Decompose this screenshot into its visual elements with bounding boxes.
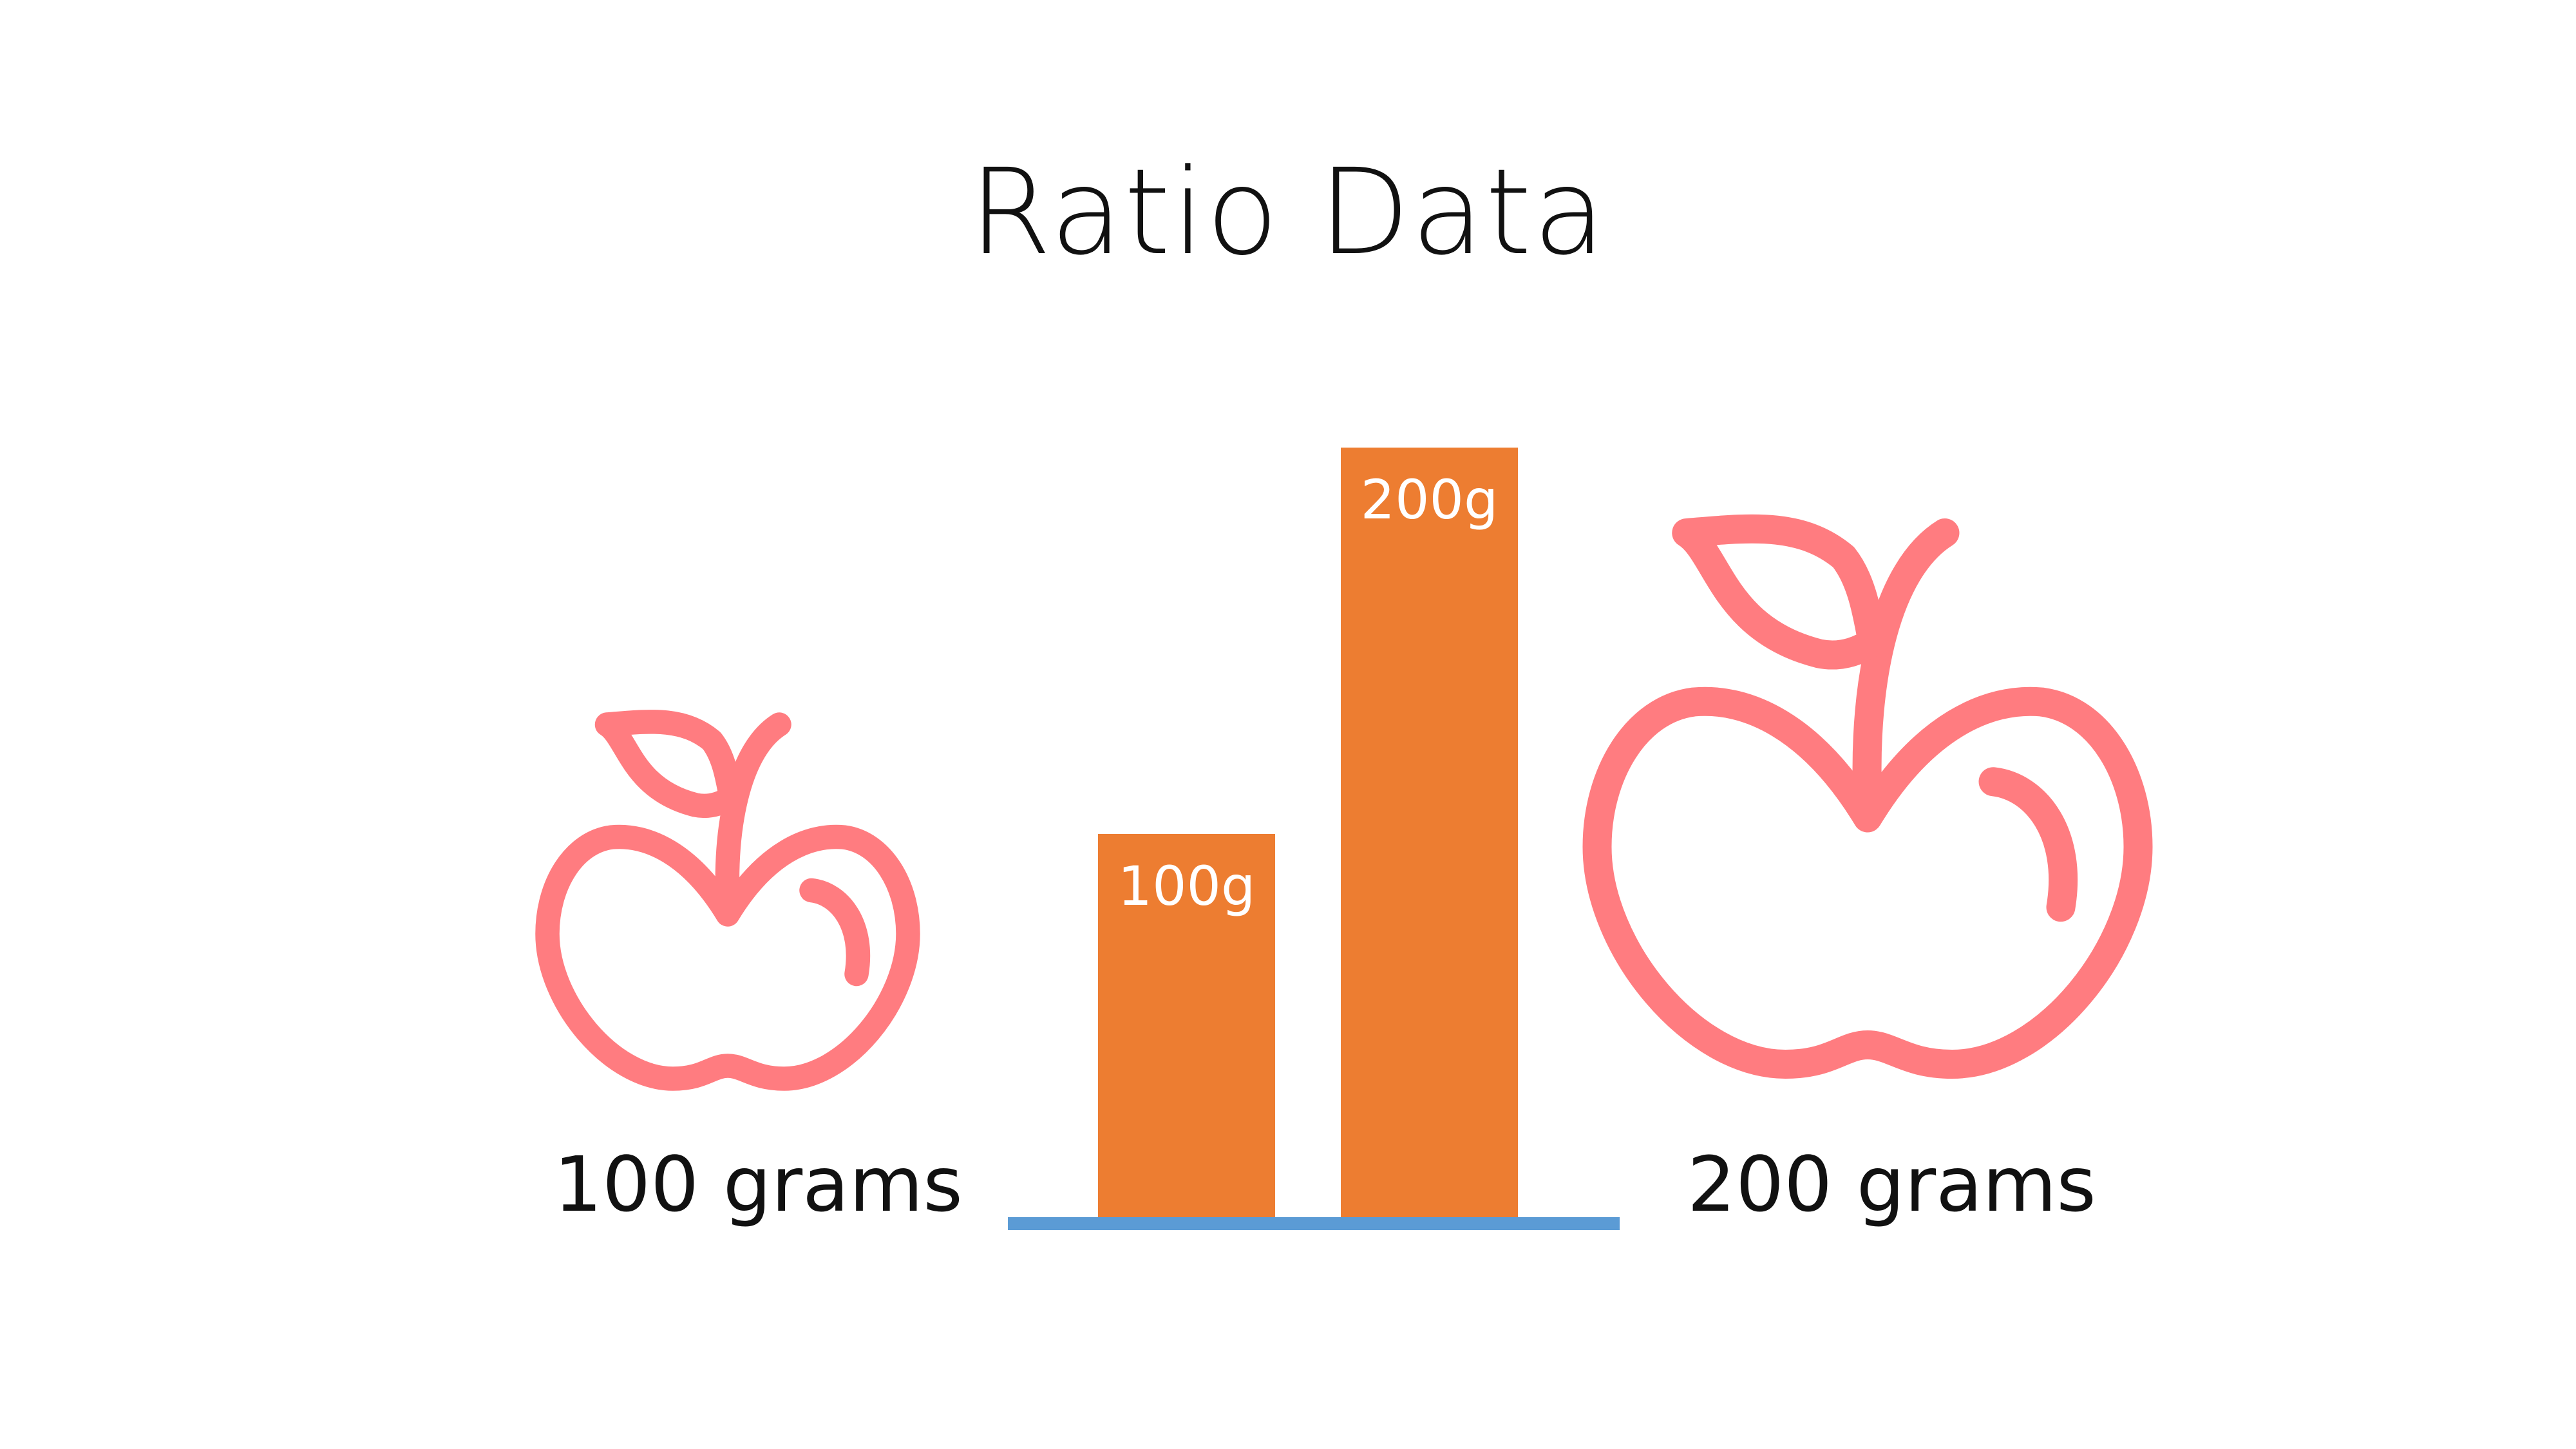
left-weight-label: 100 grams bbox=[554, 1140, 963, 1229]
bar-2-data-label: 200g bbox=[1361, 468, 1499, 531]
bar-1-data-label: 100g bbox=[1118, 855, 1256, 918]
slide-title: Ratio Data bbox=[969, 144, 1607, 281]
bar-2 bbox=[1341, 448, 1518, 1220]
bars-group: 100g 200g bbox=[1098, 448, 1518, 1220]
large-apple-icon bbox=[1582, 514, 2153, 1079]
right-weight-label: 200 grams bbox=[1687, 1140, 2096, 1229]
bar-1 bbox=[1098, 834, 1275, 1220]
small-apple-icon bbox=[535, 710, 920, 1091]
